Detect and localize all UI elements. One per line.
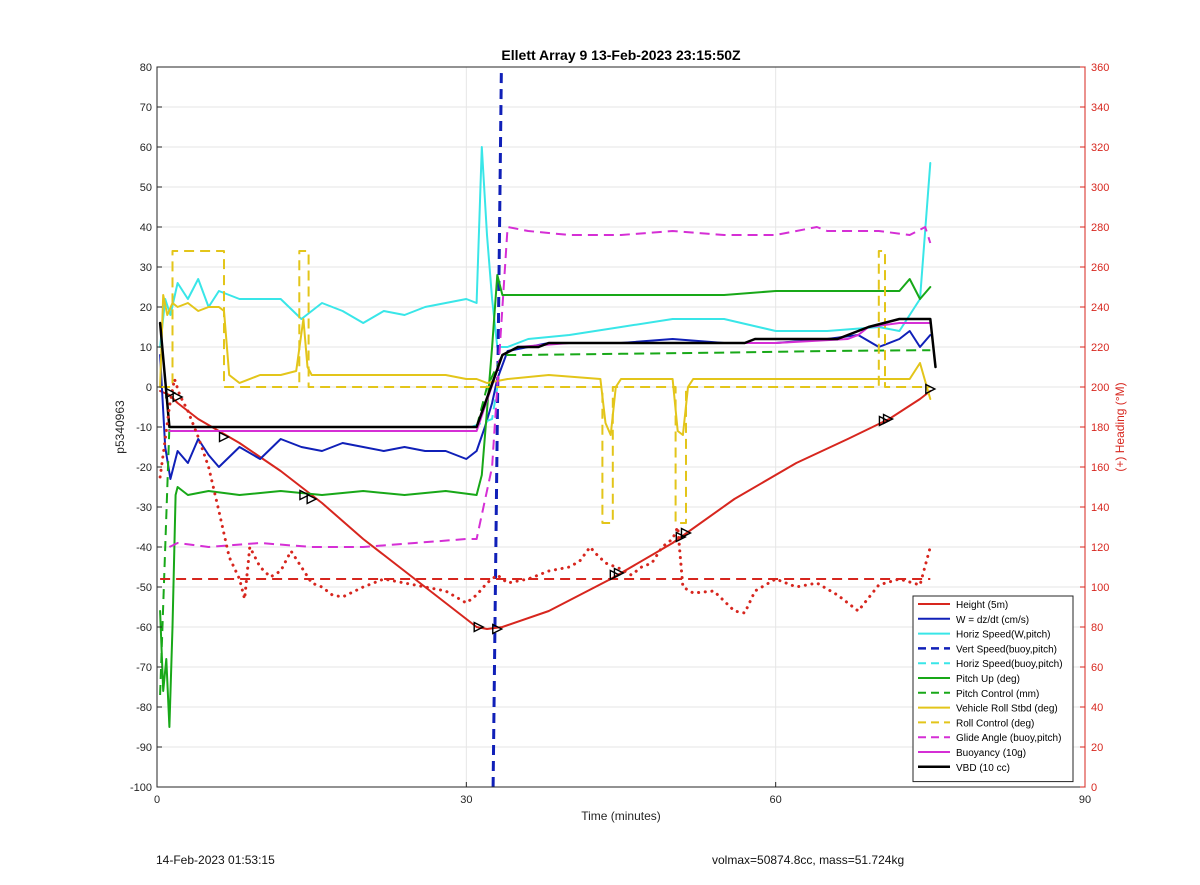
y-right-tick-label: 0 [1091,782,1097,794]
footer-timestamp: 14-Feb-2023 01:53:15 [156,853,275,867]
legend-label: Pitch Control (mm) [956,689,1039,700]
height-marker [882,413,895,425]
y-right-tick-label: 160 [1091,462,1109,474]
height-marker [299,489,311,501]
y-right-tick-label: 300 [1091,182,1109,194]
legend-label: Roll Control (deg) [956,718,1034,729]
series-line [491,67,503,787]
legend-label: Horiz Speed(W,pitch) [956,630,1050,641]
x-tick-label: 0 [154,794,160,806]
y-right-tick-label: 360 [1091,62,1109,74]
y-axis-label: p5340963 [113,400,127,454]
y-tick-label: 80 [140,62,152,74]
y-tick-label: -20 [136,462,152,474]
y-right-tick-label: 140 [1091,502,1109,514]
legend-box [912,595,1074,783]
y-right-tick-label: 180 [1091,422,1109,434]
y-tick-label: -80 [136,702,152,714]
height-marker [613,567,626,579]
height-marker [306,493,318,505]
y-right-tick-label: 260 [1091,262,1109,274]
y-axis-right-label: (+) Heading (°M) [1113,382,1127,471]
y-tick-label: -10 [136,422,152,434]
y-tick-label: -100 [130,782,152,794]
x-tick-label: 60 [770,794,782,806]
y-right-tick-label: 60 [1091,662,1103,674]
legend-label: Vehicle Roll Stbd (deg) [956,704,1058,715]
y-tick-label: 10 [140,342,152,354]
series-line [159,294,932,436]
height-marker [680,527,693,539]
legend-label: Horiz Speed(buoy,pitch) [956,659,1063,670]
legend-label: Buoyancy (10g) [956,748,1026,759]
y-right-tick-label: 120 [1091,542,1109,554]
y-tick-label: -50 [136,582,152,594]
y-tick-label: -60 [136,622,152,634]
y-right-tick-label: 40 [1091,702,1103,714]
legend-label: Pitch Up (deg) [956,674,1020,685]
chart-title: Ellett Array 9 13-Feb-2023 23:15:50Z [501,47,741,63]
height-marker [925,383,937,395]
x-tick-label: 90 [1079,794,1091,806]
y-tick-label: 70 [140,102,152,114]
y-right-tick-label: 20 [1091,742,1103,754]
legend: Height (5m) W = dz/dt (cm/s) Horiz Speed(W… [912,595,1074,783]
y-tick-label: -40 [136,542,152,554]
y-right-tick-label: 220 [1091,342,1109,354]
plot-area [158,67,937,787]
y-tick-label: 0 [146,382,152,394]
y-right-tick-label: 200 [1091,382,1109,394]
axes: -100-90-80-70-60-50-40-30-20-10010203040… [130,62,1109,806]
legend-label: Height (5m) [956,600,1008,611]
y-tick-label: 40 [140,222,152,234]
y-right-tick-label: 80 [1091,622,1103,634]
height-marker [172,391,184,403]
legend-label: Vert Speed(buoy,pitch) [956,644,1057,655]
height-marker [218,431,231,443]
series-line [168,226,932,548]
footer-stats: volmax=50874.8cc, mass=51.724kg [712,853,905,867]
series-line [160,250,931,524]
y-tick-label: -90 [136,742,152,754]
y-tick-label: -70 [136,662,152,674]
y-tick-label: 60 [140,142,152,154]
y-right-tick-label: 320 [1091,142,1109,154]
height-marker [165,387,177,399]
x-tick-label: 30 [460,794,472,806]
legend-label: W = dz/dt (cm/s) [956,615,1029,626]
series-line [158,377,932,615]
x-axis-label: Time (minutes) [581,809,661,823]
legend-label: VBD (10 cc) [956,763,1010,774]
y-right-tick-label: 240 [1091,302,1109,314]
series-line [158,317,937,429]
y-tick-label: -30 [136,502,152,514]
y-right-tick-label: 340 [1091,102,1109,114]
y-right-tick-label: 280 [1091,222,1109,234]
legend-label: Glide Angle (buoy,pitch) [956,733,1061,744]
y-tick-label: 20 [140,302,152,314]
height-marker [473,621,485,633]
y-tick-label: 30 [140,262,152,274]
y-right-tick-label: 100 [1091,582,1109,594]
y-tick-label: 50 [140,182,152,194]
height-marker [492,623,504,635]
series-line [159,274,932,728]
